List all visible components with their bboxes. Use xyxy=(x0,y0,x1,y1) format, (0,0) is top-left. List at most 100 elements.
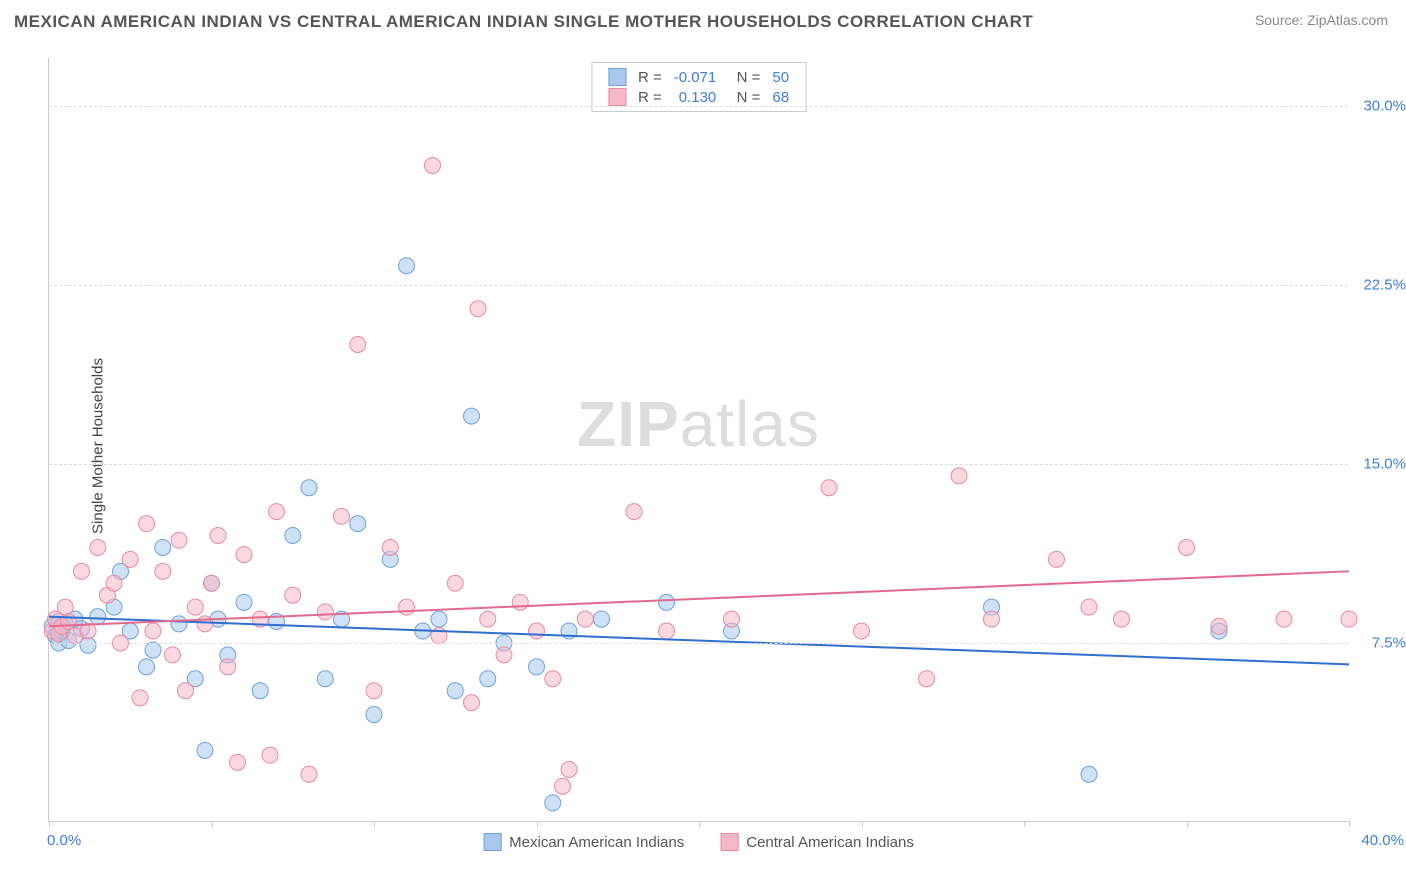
data-point xyxy=(90,609,106,625)
data-point xyxy=(854,623,870,639)
data-point xyxy=(204,575,220,591)
source-label: Source: ZipAtlas.com xyxy=(1255,12,1388,28)
data-point xyxy=(1049,551,1065,567)
trend-line xyxy=(49,617,1349,665)
x-tick xyxy=(212,821,213,827)
data-point xyxy=(178,683,194,699)
data-point xyxy=(724,611,740,627)
x-tick xyxy=(1349,821,1350,827)
data-point xyxy=(919,671,935,687)
data-point xyxy=(1114,611,1130,627)
data-point xyxy=(301,480,317,496)
data-point xyxy=(545,795,561,811)
data-point xyxy=(821,480,837,496)
data-point xyxy=(139,659,155,675)
data-point xyxy=(220,659,236,675)
data-point xyxy=(984,611,1000,627)
data-point xyxy=(350,337,366,353)
legend-swatch-series-0 xyxy=(608,68,626,86)
data-point xyxy=(61,613,77,629)
data-point xyxy=(431,611,447,627)
data-point xyxy=(197,616,213,632)
data-point xyxy=(317,671,333,687)
data-point xyxy=(555,778,571,794)
data-point xyxy=(139,516,155,532)
data-point xyxy=(210,528,226,544)
data-point xyxy=(659,623,675,639)
x-tick xyxy=(1187,821,1188,827)
data-point xyxy=(106,575,122,591)
data-point xyxy=(197,742,213,758)
data-point xyxy=(171,616,187,632)
data-point xyxy=(447,575,463,591)
data-point xyxy=(1341,611,1357,627)
data-point xyxy=(399,258,415,274)
data-point xyxy=(165,647,181,663)
data-point xyxy=(1211,618,1227,634)
correlation-legend: R =-0.071 N =50 R =0.130 N =68 xyxy=(591,62,806,112)
data-point xyxy=(236,594,252,610)
x-tick xyxy=(49,821,50,827)
data-point xyxy=(262,747,278,763)
data-point xyxy=(145,623,161,639)
data-point xyxy=(382,539,398,555)
scatter-svg xyxy=(49,58,1348,821)
data-point xyxy=(447,683,463,699)
data-point xyxy=(269,504,285,520)
legend-bottom-swatch-0 xyxy=(483,833,501,851)
x-tick xyxy=(1024,821,1025,827)
data-point xyxy=(155,539,171,555)
data-point xyxy=(187,599,203,615)
y-tick-label: 7.5% xyxy=(1372,634,1406,651)
y-tick-label: 30.0% xyxy=(1363,97,1406,114)
data-point xyxy=(122,551,138,567)
gridline xyxy=(49,464,1348,465)
data-point xyxy=(1179,539,1195,555)
data-point xyxy=(230,754,246,770)
data-point xyxy=(57,599,73,615)
series-legend: Mexican American Indians Central America… xyxy=(483,833,914,851)
data-point xyxy=(512,594,528,610)
chart-title: MEXICAN AMERICAN INDIAN VS CENTRAL AMERI… xyxy=(14,12,1033,32)
data-point xyxy=(334,508,350,524)
data-point xyxy=(594,611,610,627)
legend-swatch-series-1 xyxy=(608,88,626,106)
gridline xyxy=(49,643,1348,644)
data-point xyxy=(496,647,512,663)
data-point xyxy=(545,671,561,687)
data-point xyxy=(529,623,545,639)
gridline xyxy=(49,285,1348,286)
data-point xyxy=(1276,611,1292,627)
data-point xyxy=(285,587,301,603)
data-point xyxy=(171,532,187,548)
data-point xyxy=(74,563,90,579)
x-axis-max-label: 40.0% xyxy=(1361,832,1404,849)
data-point xyxy=(1081,599,1097,615)
data-point xyxy=(577,611,593,627)
data-point xyxy=(301,766,317,782)
data-point xyxy=(399,599,415,615)
data-point xyxy=(366,707,382,723)
data-point xyxy=(155,563,171,579)
legend-bottom-label-1: Central American Indians xyxy=(746,834,914,851)
x-axis-min-label: 0.0% xyxy=(47,832,81,849)
data-point xyxy=(529,659,545,675)
data-point xyxy=(480,611,496,627)
data-point xyxy=(132,690,148,706)
data-point xyxy=(90,539,106,555)
data-point xyxy=(480,671,496,687)
x-tick xyxy=(374,821,375,827)
data-point xyxy=(145,642,161,658)
data-point xyxy=(464,408,480,424)
data-point xyxy=(561,761,577,777)
data-point xyxy=(659,594,675,610)
data-point xyxy=(1081,766,1097,782)
legend-bottom-swatch-1 xyxy=(720,833,738,851)
data-point xyxy=(366,683,382,699)
y-tick-label: 22.5% xyxy=(1363,276,1406,293)
x-tick xyxy=(699,821,700,827)
chart-plot-area: ZIPatlas R =-0.071 N =50 R =0.130 N =68 … xyxy=(48,58,1348,822)
data-point xyxy=(951,468,967,484)
data-point xyxy=(626,504,642,520)
data-point xyxy=(236,547,252,563)
